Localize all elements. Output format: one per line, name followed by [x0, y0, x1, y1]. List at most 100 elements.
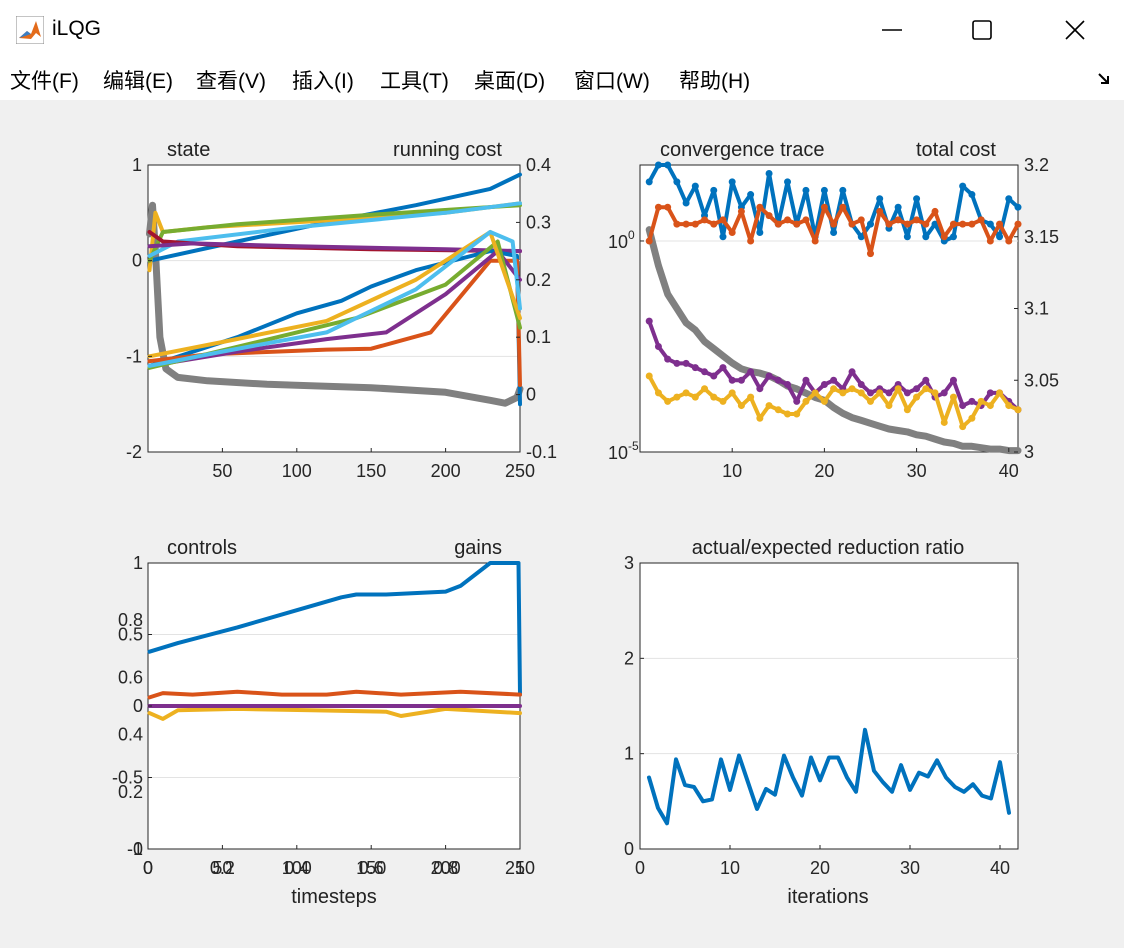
- cost-ytick-label: 0: [526, 385, 536, 405]
- ratio-xtick-label: 10: [720, 858, 740, 878]
- maximize-button[interactable]: [935, 0, 1029, 60]
- marker: [949, 376, 957, 384]
- marker: [986, 402, 994, 410]
- marker: [931, 207, 939, 215]
- gains-ytick-label: 0.4: [118, 725, 143, 745]
- marker: [848, 385, 856, 393]
- marker: [811, 389, 819, 397]
- marker: [876, 207, 884, 215]
- marker: [820, 186, 828, 194]
- marker: [645, 237, 653, 245]
- ratio-xtick-label: 0: [635, 858, 645, 878]
- menu-window[interactable]: 窗口(W): [574, 70, 650, 93]
- marker: [756, 414, 764, 422]
- marker: [710, 393, 718, 401]
- marker: [830, 229, 838, 237]
- dock-arrow-icon[interactable]: [1096, 70, 1114, 88]
- close-button[interactable]: [1028, 0, 1122, 60]
- marker: [784, 216, 792, 224]
- marker: [1014, 406, 1022, 414]
- total-cost-ytick-label: 3.1: [1024, 299, 1049, 319]
- marker: [682, 389, 690, 397]
- menu-desktop[interactable]: 桌面(D): [474, 70, 546, 93]
- cost-ytick-label: 0.4: [526, 155, 551, 175]
- marker: [866, 250, 874, 258]
- marker: [756, 385, 764, 393]
- marker: [774, 220, 782, 228]
- marker: [940, 418, 948, 426]
- menu-bar: 文件(F) 编辑(E) 查看(V) 插入(I) 工具(T) 桌面(D) 窗口(W…: [0, 60, 1124, 101]
- minimize-button[interactable]: [845, 0, 939, 60]
- marker: [959, 402, 967, 410]
- marker: [820, 397, 828, 405]
- marker: [885, 389, 893, 397]
- menu-edit[interactable]: 编辑(E): [103, 70, 173, 93]
- marker: [820, 203, 828, 211]
- marker: [673, 359, 681, 367]
- state-xtick-label: 250: [505, 461, 535, 481]
- marker: [765, 372, 773, 380]
- marker: [747, 393, 755, 401]
- marker: [839, 389, 847, 397]
- marker: [793, 397, 801, 405]
- marker: [747, 368, 755, 376]
- marker: [747, 237, 755, 245]
- marker: [691, 220, 699, 228]
- gains-xtick-label: 0.4: [284, 858, 309, 878]
- marker: [968, 414, 976, 422]
- conv-xtick-label: 40: [999, 461, 1019, 481]
- ratio-xtick-label: 40: [990, 858, 1010, 878]
- conv-xtick-label: 20: [814, 461, 834, 481]
- state-panel: -2 -1 0 1 -0.1 0 0.1 0.2 0.3 0.4 50 100 150 200 250 st…: [126, 139, 557, 481]
- marker: [931, 220, 939, 228]
- controls-xtick-label: 100: [282, 858, 312, 878]
- marker: [857, 233, 865, 241]
- menu-insert[interactable]: 插入(I): [292, 70, 354, 93]
- marker: [894, 203, 902, 211]
- window-title: iLQG: [52, 17, 102, 40]
- close-icon: [1065, 20, 1085, 40]
- marker: [922, 376, 930, 384]
- controls-xtick-label: 0: [143, 858, 153, 878]
- marker: [866, 389, 874, 397]
- marker: [793, 410, 801, 418]
- state-title: state: [167, 139, 210, 161]
- marker: [728, 178, 736, 186]
- marker: [913, 216, 921, 224]
- marker: [802, 186, 810, 194]
- gains-ytick-label: 0.6: [118, 667, 143, 687]
- marker: [857, 389, 865, 397]
- marker: [802, 216, 810, 224]
- marker: [654, 203, 662, 211]
- gains-xtick-label: 0.6: [359, 858, 384, 878]
- controls-xtick-label: 150: [356, 858, 386, 878]
- menu-help[interactable]: 帮助(H): [679, 70, 751, 93]
- state-xtick-label: 50: [212, 461, 232, 481]
- ratio-xtick-label: 30: [900, 858, 920, 878]
- marker: [894, 385, 902, 393]
- controls-ytick-label: 1: [133, 553, 143, 573]
- iterations-xlabel: iterations: [787, 886, 868, 908]
- marker: [765, 169, 773, 177]
- menu-view[interactable]: 查看(V): [196, 70, 266, 93]
- marker: [691, 364, 699, 372]
- series-ratio: [647, 727, 1011, 826]
- marker: [654, 389, 662, 397]
- marker: [765, 212, 773, 220]
- marker: [737, 402, 745, 410]
- gains-ytick-label: 0.8: [118, 610, 143, 630]
- controls-ytick-label: -1: [127, 839, 143, 859]
- marker: [719, 397, 727, 405]
- marker: [857, 216, 865, 224]
- marker: [986, 237, 994, 245]
- marker: [848, 368, 856, 376]
- menu-tools[interactable]: 工具(T): [380, 70, 449, 93]
- state-ytick-label: -2: [126, 442, 142, 462]
- marker: [830, 376, 838, 384]
- state-ytick-label: -1: [126, 346, 142, 366]
- marker: [645, 372, 653, 380]
- marker: [996, 233, 1004, 241]
- marker: [784, 410, 792, 418]
- menu-file[interactable]: 文件(F): [10, 70, 79, 93]
- series-running-cost: [146, 201, 524, 407]
